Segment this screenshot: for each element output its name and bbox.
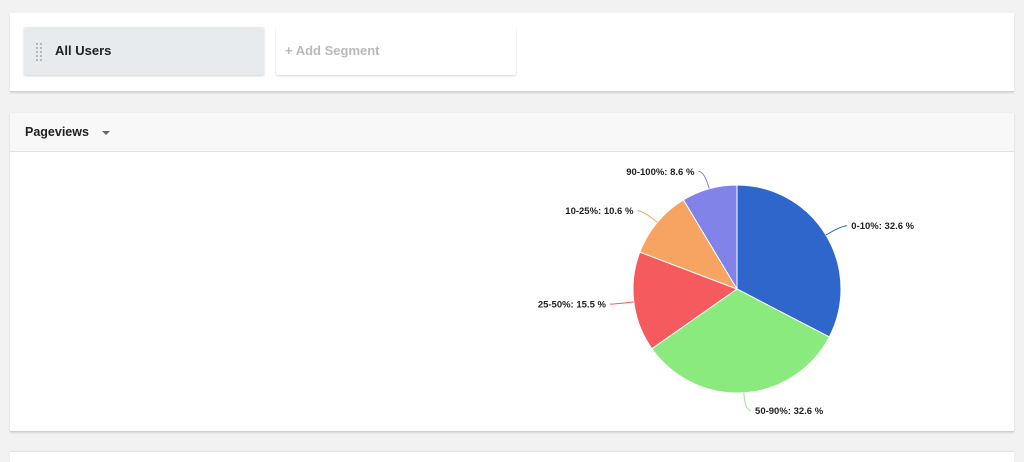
- pie-chart: 0-10%: 32.6 % 50-90%: 32.6 % 25-50%: 15.5 …: [538, 167, 915, 417]
- next-card: [10, 452, 1014, 462]
- metric-selector-label[interactable]: Pageviews: [25, 125, 89, 139]
- segment-bar: All Users + Add Segment: [10, 13, 1014, 92]
- drag-handle-icon[interactable]: [36, 43, 44, 61]
- chart-header: Pageviews: [10, 113, 1014, 152]
- segment-all-users[interactable]: All Users: [24, 27, 264, 75]
- leader-line-10-25%: [637, 210, 658, 223]
- slice-label-0-10%: 0-10%: 32.6 %: [851, 221, 914, 232]
- pie-slice-90-100%[interactable]: [682, 184, 738, 291]
- caret-down-icon[interactable]: [102, 131, 110, 135]
- slice-label-50-90%: 50-90%: 32.6 %: [755, 406, 824, 417]
- leader-line-50-90%: [743, 392, 752, 412]
- leader-line-90-100%: [698, 170, 710, 189]
- add-segment-button[interactable]: + Add Segment: [276, 27, 516, 75]
- segment-label: All Users: [55, 43, 112, 58]
- pageviews-chart-card: Pageviews 0-10%: 32.6 % 50-90%: 32.6 % 25-…: [10, 113, 1014, 432]
- slice-label-90-100%: 90-100%: 8.6 %: [626, 167, 695, 178]
- slice-label-25-50%: 25-50%: 15.5 %: [538, 300, 607, 311]
- leader-line-25-50%: [609, 301, 634, 305]
- slice-label-10-25%: 10-25%: 10.6 %: [565, 206, 634, 217]
- pie-slice-10-25%[interactable]: [639, 199, 739, 290]
- add-segment-label: + Add Segment: [285, 43, 380, 58]
- leader-line-0-10%: [825, 225, 848, 236]
